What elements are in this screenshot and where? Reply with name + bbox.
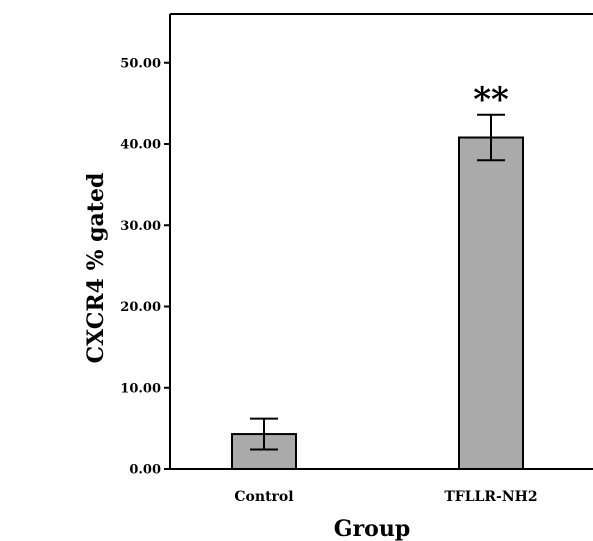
y-tick-label: 0.00 xyxy=(129,463,161,478)
y-tick-label: 40.00 xyxy=(120,138,161,153)
error-bars xyxy=(250,113,505,451)
x-axis-title: Group xyxy=(334,516,410,541)
y-tick-label: 50.00 xyxy=(120,56,161,71)
y-tick-label: 10.00 xyxy=(120,381,161,396)
plot-frame xyxy=(169,13,593,470)
y-axis-ticks: 0.00 10.00 20.00 30.00 40.00 50.00 xyxy=(120,56,170,478)
bar xyxy=(458,136,524,470)
x-category-label: Control xyxy=(234,489,293,505)
significance-marker: ** xyxy=(473,80,509,120)
x-category-label: TFLLR-NH2 xyxy=(444,489,537,505)
x-axis-labels: Control TFLLR-NH2 xyxy=(234,489,537,505)
y-tick-label: 20.00 xyxy=(120,300,161,315)
y-tick-label: 30.00 xyxy=(120,219,161,234)
annotations: ** xyxy=(473,80,509,120)
y-axis-title: CXCR4 % gated xyxy=(83,173,109,364)
